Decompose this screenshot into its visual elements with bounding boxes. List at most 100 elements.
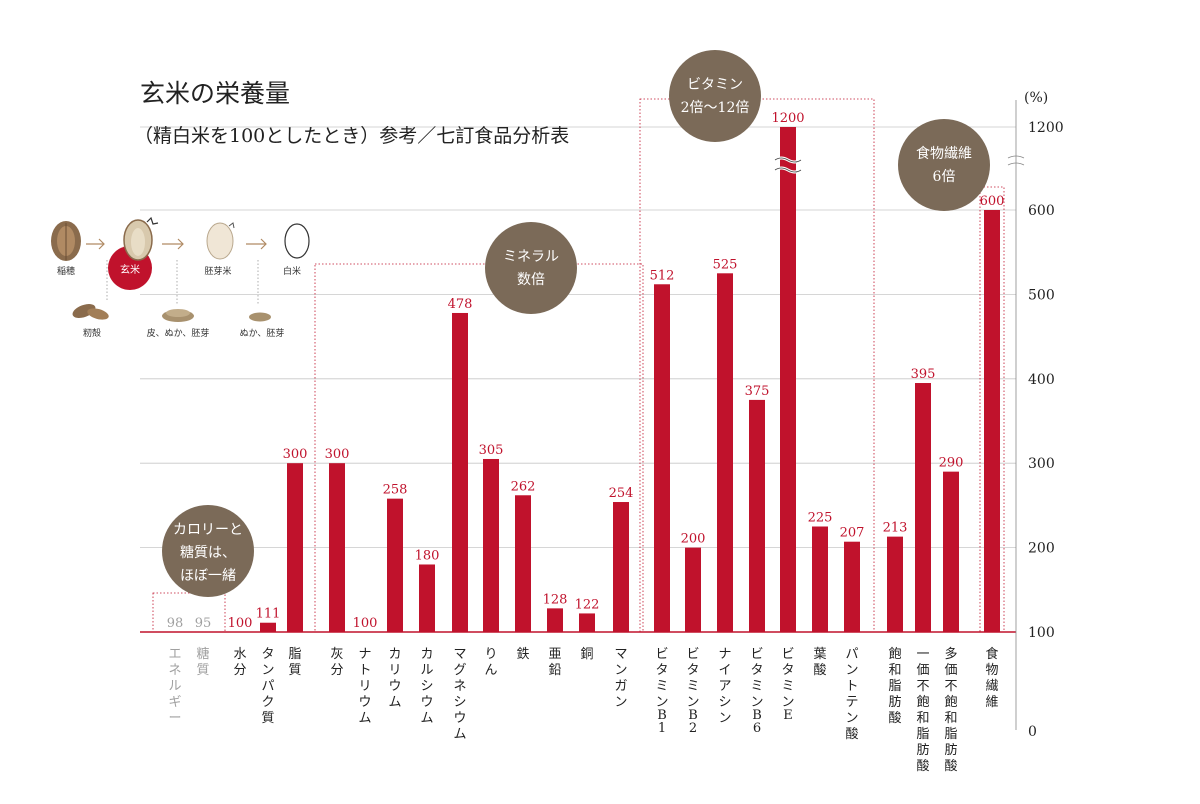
bran-icon [162,309,194,322]
chart-title: 玄米の栄養量 [140,79,290,108]
arrow-right-icon [86,238,105,250]
value-label: 300 [283,447,308,462]
bar [287,463,303,632]
category-label: ビタミン B 6 [750,647,763,736]
axis-break-mark [774,157,802,173]
category-label: カルシウム [420,647,433,726]
bar [749,399,765,632]
value-label: 254 [609,486,634,501]
bar [329,463,345,632]
bar [915,383,931,632]
value-label: 305 [479,443,504,458]
value-label: 525 [713,257,738,272]
category-label: ナトリウム [358,647,371,726]
bar [483,458,499,632]
stage-label: 玄米 [120,263,140,276]
stage-label: 胚芽米 [204,265,231,277]
category-label: 銅 [580,647,593,662]
arrow-right-icon [246,238,267,250]
badge-text: ビタミン [687,77,743,93]
value-label: 262 [511,479,536,494]
brown-rice-icon [123,216,159,261]
value-label: 180 [415,548,440,563]
value-label: 375 [745,384,770,399]
badge-fiber: 食物繊維 6倍 [898,119,990,211]
removed-label: ぬか、胚芽 [240,327,285,339]
bar [452,312,468,632]
badge-vitamin: ビタミン 2倍〜12倍 [669,50,761,142]
bars [260,127,1000,632]
value-label: 258 [383,483,408,498]
category-label: 脂質 [288,647,301,678]
rice-process-illustration: 稲穂 玄米 籾殻 皮、ぬか、胚芽 胚 [51,216,310,339]
value-label: 100 [353,616,378,631]
bar [844,541,860,632]
bar [943,471,959,632]
bar [579,613,595,632]
bar [654,284,670,632]
value-label: 1200 [771,111,804,126]
category-label: 水分 [233,647,246,678]
value-label: 200 [681,532,706,547]
category-label: ビタミン B 1 [655,647,668,736]
arrow-right-icon [162,238,184,250]
category-label: 食物繊維 [985,646,998,710]
value-label: 478 [448,297,473,312]
stage-label: 稲穂 [57,265,75,277]
value-label: 100 [228,616,253,631]
bar [387,498,403,632]
y-axis-unit: (%) [1024,90,1048,106]
group-frames [152,98,1005,633]
y-tick-label: 200 [1028,541,1055,557]
badge-mineral: ミネラル 数倍 [485,222,577,314]
category-label: 糖質 [196,646,209,678]
value-label: 207 [840,526,865,541]
white-rice-icon [284,223,310,259]
axis-break-mark [1007,155,1025,166]
category-label: カリウム [388,647,401,710]
category-label: ビタミン E [781,647,794,723]
category-label: ビタミン B 2 [686,647,699,736]
y-tick-label: 300 [1028,456,1055,472]
stage-label: 白米 [283,265,301,277]
badge-text: ミネラル [503,249,559,265]
category-label: 多価不飽和脂肪酸 [944,646,957,774]
category-label: エネルギー [168,647,181,726]
bar [685,547,701,632]
category-label: 亜鉛 [548,647,561,678]
category-label: 鉄 [516,647,529,662]
value-label: 300 [325,447,350,462]
bar [613,502,629,632]
value-label: 111 [256,607,281,622]
value-label: 395 [911,367,936,382]
category-label: 葉酸 [813,647,826,678]
bar [717,273,733,632]
value-label: 98 [167,616,184,631]
category-label: タンパク質 [261,647,274,726]
badge-text: カロリーと [173,522,243,538]
bar [260,622,276,632]
value-label: 95 [195,616,212,631]
value-label: 290 [939,456,964,471]
value-label: 128 [543,592,568,607]
removed-label: 籾殻 [83,327,101,339]
badge-text: 2倍〜12倍 [681,100,750,116]
group-frame [314,263,644,633]
gridlines [140,126,1016,633]
category-label: 飽和脂肪酸 [888,647,901,726]
value-label: 225 [808,511,833,526]
bar [515,495,531,632]
value-label: 600 [980,194,1005,209]
bar [547,608,563,632]
badge-calorie: カロリーと 糖質は、 ほぼ一緒 [162,505,254,597]
category-label: マンガン [614,647,627,710]
rice-ear-icon [51,221,81,261]
group-frame [152,592,226,633]
badge-text: ほぼ一緒 [180,568,236,584]
bar [984,210,1000,632]
bar [812,526,828,632]
